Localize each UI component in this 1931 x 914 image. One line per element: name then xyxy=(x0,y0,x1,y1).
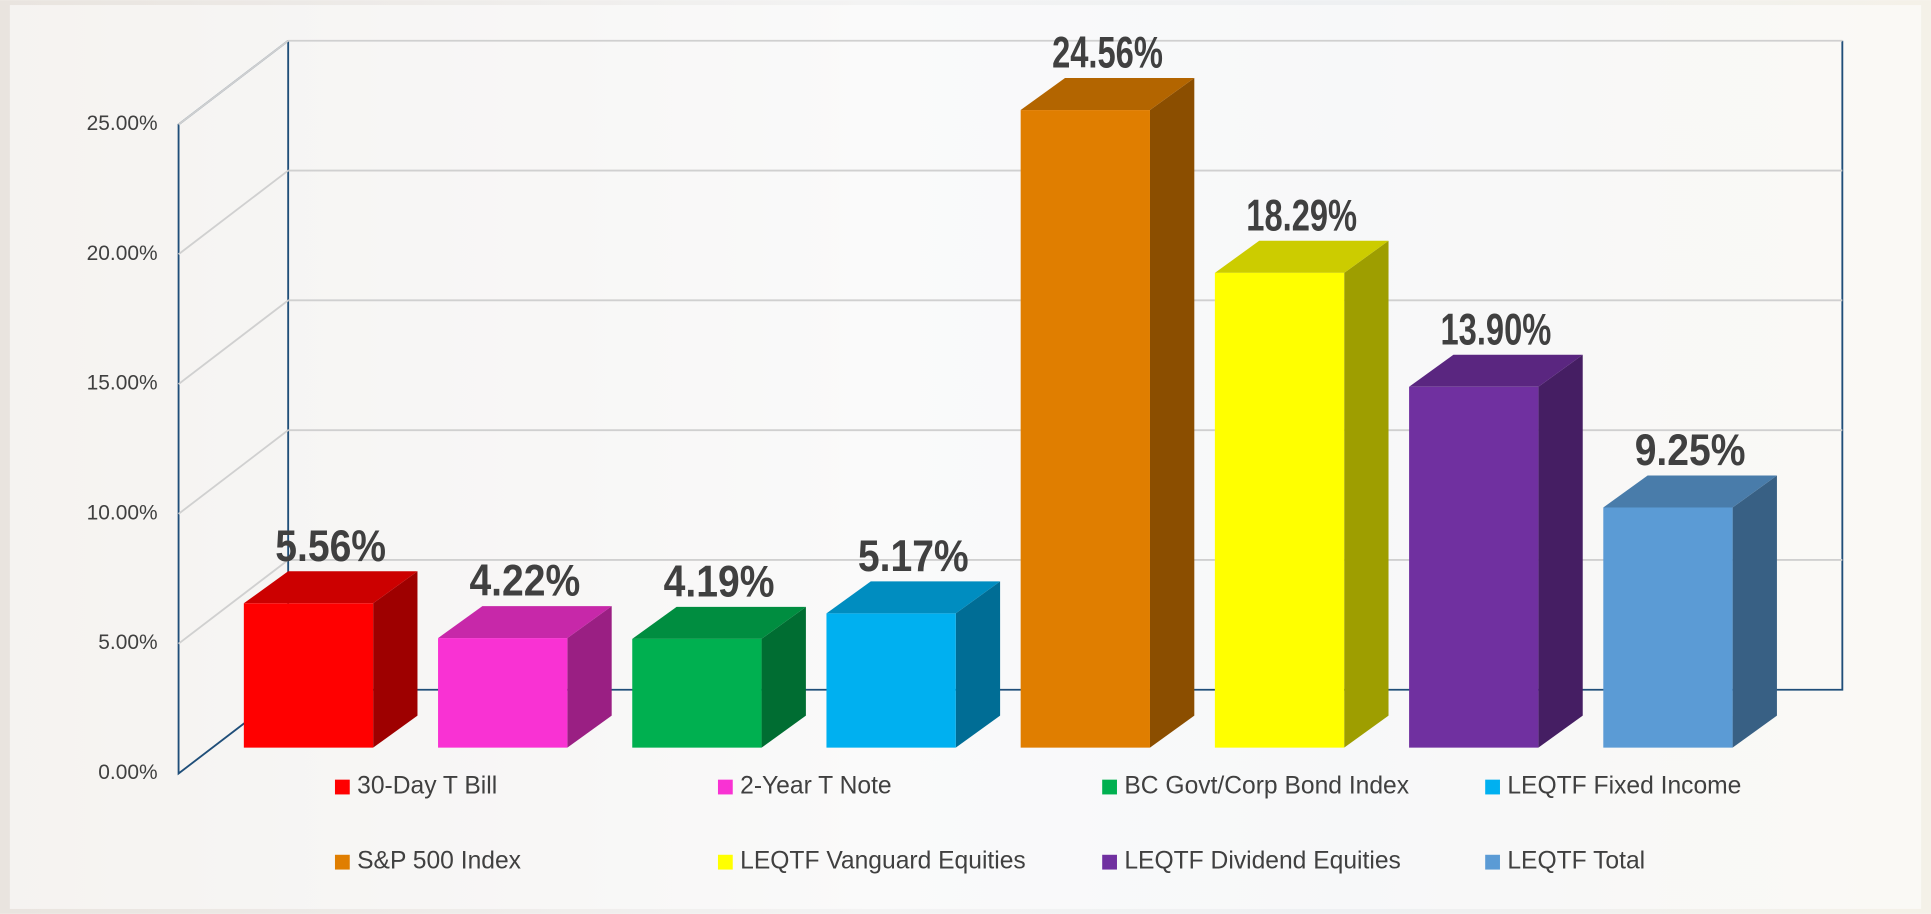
data-label: 4.19% xyxy=(664,557,775,606)
legend-swatch xyxy=(1102,779,1117,795)
bar-top xyxy=(1603,475,1777,508)
bar-top xyxy=(1020,78,1195,111)
grid-line xyxy=(178,559,289,645)
bar-side xyxy=(1149,78,1195,748)
grid-line xyxy=(178,429,289,515)
bar xyxy=(1603,507,1733,748)
bar-side xyxy=(1538,354,1583,748)
bar xyxy=(438,638,568,748)
grid-line xyxy=(178,169,289,256)
legend-swatch xyxy=(1102,854,1117,870)
bar xyxy=(1020,110,1150,748)
legend-label: LEQTF Fixed Income xyxy=(1507,773,1741,800)
y-tick-label: 0.00% xyxy=(98,761,157,784)
data-label: 18.29% xyxy=(1246,191,1357,240)
data-label: 24.56% xyxy=(1052,29,1163,78)
bar-top xyxy=(1214,240,1389,273)
bar xyxy=(243,603,374,748)
legend-swatch xyxy=(1485,779,1500,795)
grid-line xyxy=(178,299,289,385)
plot-area xyxy=(9,5,1922,909)
bar-top xyxy=(438,606,612,639)
legend-label: 30-Day T Bill xyxy=(357,773,497,800)
bar-side xyxy=(567,606,612,748)
bar-side xyxy=(1732,475,1777,748)
bar-side xyxy=(373,571,418,748)
bar xyxy=(632,638,762,748)
legend-label: LEQTF Vanguard Equities xyxy=(740,848,1026,875)
y-tick-label: 20.00% xyxy=(87,242,158,265)
data-label: 13.90% xyxy=(1440,305,1551,354)
legend-swatch xyxy=(334,779,350,795)
bar xyxy=(1214,272,1345,748)
legend-swatch xyxy=(334,854,350,870)
legend-label: S&P 500 Index xyxy=(357,848,522,875)
bar-top xyxy=(1409,354,1583,387)
legend-label: BC Govt/Corp Bond Index xyxy=(1124,773,1409,800)
grid-line xyxy=(178,40,289,126)
y-tick-label: 10.00% xyxy=(87,501,158,524)
y-tick-label: 5.00% xyxy=(98,631,157,654)
bar-side xyxy=(1344,240,1389,748)
bar-top xyxy=(826,581,1001,614)
legend-swatch xyxy=(717,779,733,795)
bar-side xyxy=(955,581,1001,748)
bar-side xyxy=(761,606,806,748)
bar-top xyxy=(243,571,418,604)
legend-swatch xyxy=(717,854,733,870)
legend-swatch xyxy=(1485,854,1500,870)
legend-label: 2-Year T Note xyxy=(740,773,892,800)
data-label: 5.56% xyxy=(275,522,386,571)
legend-label: LEQTF Dividend Equities xyxy=(1124,848,1400,875)
data-label: 5.17% xyxy=(858,532,969,581)
bar xyxy=(1409,386,1539,748)
data-label: 4.22% xyxy=(469,557,580,606)
legend-label: LEQTF Total xyxy=(1507,848,1645,875)
y-tick-label: 25.00% xyxy=(87,112,158,135)
bar xyxy=(826,613,956,748)
y-tick-label: 15.00% xyxy=(87,372,158,395)
data-label: 9.25% xyxy=(1635,426,1746,475)
bar-top xyxy=(632,606,806,639)
